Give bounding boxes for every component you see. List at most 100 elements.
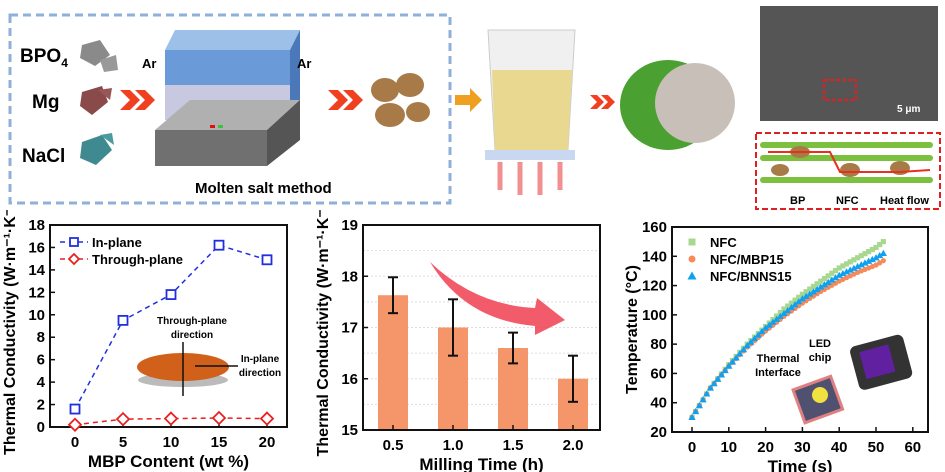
y-tick-label: 60 xyxy=(650,365,667,382)
data-point xyxy=(857,261,865,268)
data-point xyxy=(736,350,744,357)
data-point xyxy=(866,249,872,255)
data-point xyxy=(817,283,825,290)
y-tick-label: 14 xyxy=(28,262,45,279)
data-point xyxy=(743,342,751,349)
data-point xyxy=(739,346,748,353)
data-point xyxy=(840,263,846,269)
sem-image xyxy=(760,6,938,121)
data-point xyxy=(813,285,821,292)
legend-nfc: NFC xyxy=(836,195,859,207)
data-point xyxy=(858,253,864,259)
data-point xyxy=(787,303,795,311)
data-point xyxy=(213,239,225,251)
legend-bp: BP xyxy=(790,195,805,207)
data-point xyxy=(872,254,880,261)
data-point xyxy=(851,257,857,263)
process-arrow-icon xyxy=(455,88,482,112)
led-icon xyxy=(812,387,828,403)
x-axis-label: Time (s) xyxy=(768,457,833,472)
molten-salt-box xyxy=(8,13,452,205)
chart-thermal-conductivity-vs-content: 0 2 4 6 8 10 12 14 16 18 0 5 10 15 20 MBP Content (wt %… xyxy=(2,210,288,471)
legend-label: Through-plane xyxy=(92,252,183,267)
data-point xyxy=(750,334,759,342)
method-label: Molten salt method xyxy=(195,180,332,197)
data-point xyxy=(115,411,131,427)
legend-marker xyxy=(67,252,81,266)
y-tick-label: 120 xyxy=(642,278,667,295)
data-point xyxy=(847,259,853,265)
data-point xyxy=(873,244,879,251)
data-point xyxy=(703,390,711,397)
fiber-structure-icon xyxy=(760,142,933,183)
x-tick-label: 60 xyxy=(904,439,921,456)
data-point xyxy=(850,264,858,271)
data-point xyxy=(820,281,829,288)
data-point xyxy=(876,251,884,259)
data-point xyxy=(814,281,820,287)
series-nfc-bnns15: NFC/BNNS15 xyxy=(687,249,887,420)
material-label-nacl: NaCl xyxy=(22,146,65,167)
data-point xyxy=(798,295,806,302)
y-tick-label: 2 xyxy=(37,397,45,414)
legend-label: NFC xyxy=(710,235,737,250)
bar xyxy=(378,295,408,430)
inset-label: Through-plane xyxy=(157,316,227,327)
furnace-icon xyxy=(155,30,300,166)
x-tick-label: 20 xyxy=(757,439,774,456)
data-point xyxy=(211,410,227,426)
y-axis-label: Thermal Conductivity (W·m⁻¹·K⁻¹) xyxy=(315,210,332,456)
x-tick-label: 0 xyxy=(71,434,79,451)
data-point xyxy=(846,266,854,273)
nacl-particles-icon xyxy=(80,133,114,165)
data-point xyxy=(777,309,783,316)
thermal-display xyxy=(859,344,896,380)
x-tick-label: 10 xyxy=(720,439,737,456)
chevron-arrow-icon xyxy=(328,90,363,110)
synthesis-scheme: BPO4 Mg NaCl Ar Ar Molten salt method xyxy=(8,6,941,210)
data-point xyxy=(692,407,700,415)
data-point xyxy=(825,273,831,279)
data-point xyxy=(69,403,81,415)
x-tick-label: 5 xyxy=(119,434,127,451)
y-tick-label: 0 xyxy=(37,419,45,436)
data-point xyxy=(725,362,733,369)
data-point xyxy=(769,318,777,325)
y-tick-label: 19 xyxy=(341,217,358,234)
data-point xyxy=(824,278,832,285)
series-through-plane: Through-plane xyxy=(60,252,275,433)
legend-label: NFC/BNNS15 xyxy=(710,269,792,284)
y-tick-label: 18 xyxy=(28,217,45,234)
inset-label: In-plane xyxy=(241,354,280,365)
x-tick-label: 40 xyxy=(831,439,848,456)
data-point xyxy=(728,358,737,365)
data-point xyxy=(732,354,740,361)
data-point xyxy=(839,269,847,277)
data-point xyxy=(67,417,83,433)
data-point xyxy=(762,324,770,331)
legend-heat-flow: Heat flow xyxy=(880,195,929,207)
data-point xyxy=(843,261,850,267)
series-in-plane: In-plane xyxy=(60,235,273,415)
inset-label: direction xyxy=(171,330,213,341)
data-point xyxy=(781,306,787,312)
data-point xyxy=(809,288,818,295)
legend-marker xyxy=(688,238,696,246)
y-tick-label: 160 xyxy=(642,219,667,236)
data-point xyxy=(784,306,792,314)
data-point xyxy=(803,289,809,295)
bpo4-particles-icon xyxy=(80,40,118,72)
data-point xyxy=(714,375,722,382)
chevron-arrow-icon xyxy=(590,95,615,109)
data-point xyxy=(165,289,177,300)
x-tick-label: 1.0 xyxy=(443,437,464,454)
data-point xyxy=(854,262,862,270)
x-axis-label: Milling Time (h) xyxy=(419,455,543,472)
y-tick-label: 15 xyxy=(341,422,358,439)
direction-inset: Through-plane direction In-plane direction xyxy=(137,316,281,396)
x-axis-label: MBP Content (wt %) xyxy=(88,452,249,471)
chart-conductivity-vs-milling-time: 15 16 17 18 19 0.5 1.0 1.5 2.0 Milling Time (h) Th… xyxy=(315,210,601,472)
y-tick-label: 16 xyxy=(28,239,45,256)
y-tick-label: 16 xyxy=(341,371,358,388)
